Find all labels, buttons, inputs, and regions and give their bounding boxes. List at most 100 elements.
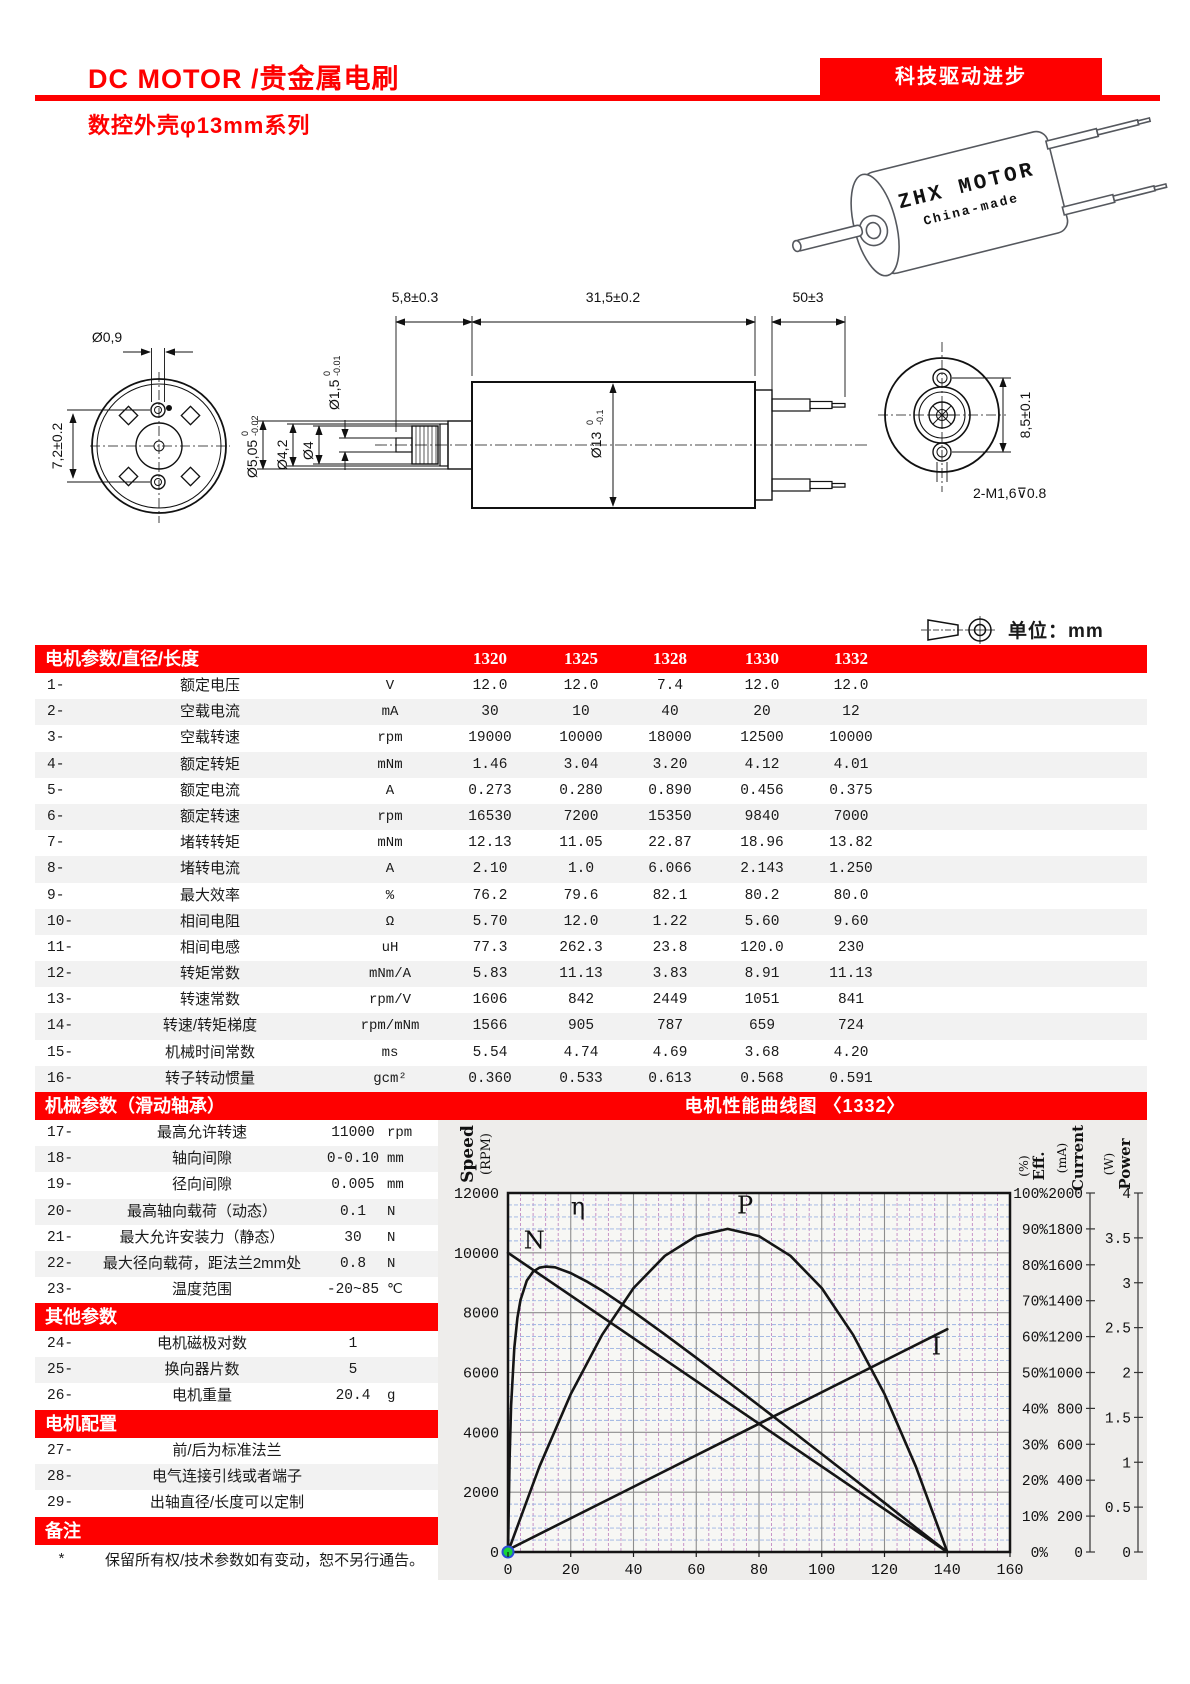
front-view: Ø0,9 7,2±0.2	[49, 329, 230, 523]
param-value-1320: 0.273	[468, 782, 512, 799]
table-row: 6- 额定转速 rpm 16530 7200 15350 9840 7000	[35, 803, 1147, 831]
eff-axis-label: Eff.	[1030, 1152, 1048, 1181]
row-index: 16-	[47, 1070, 74, 1087]
current-tick: 600	[1057, 1438, 1083, 1454]
table-row: 16- 转子转动惯量 gcm² 0.360 0.533 0.613 0.568 0.591	[35, 1065, 1147, 1092]
dim-d1: Ø5,05	[244, 440, 260, 478]
row-index: 27-	[47, 1443, 74, 1459]
param-value-1332: 0.591	[829, 1070, 873, 1087]
front-screw-hole-top	[150, 402, 166, 418]
footnote-text: 保留所有权/技术参数如有变动，恕不另行通告。	[105, 1552, 425, 1569]
row-index: 9-	[47, 887, 65, 904]
param-value-1320: 1.46	[472, 756, 508, 773]
row-index: 23-	[47, 1282, 74, 1299]
speed-tick: 6000	[463, 1366, 499, 1383]
param-value-1328: 18000	[648, 730, 692, 747]
dim-d4: Ø1,5	[326, 379, 342, 410]
param-name: 转速/转矩梯度	[162, 1017, 258, 1035]
row-index: 1-	[47, 678, 65, 694]
param-name: 轴向间隙	[171, 1150, 232, 1168]
param-unit: A	[385, 782, 395, 799]
power-tick: 1.5	[1105, 1411, 1131, 1427]
power-axis-label: Power	[1116, 1137, 1134, 1189]
dim-d1-tol-top: 0	[240, 431, 250, 436]
param-unit: gcm²	[373, 1070, 407, 1087]
param-value-1320: 5.70	[472, 913, 508, 930]
motor-body-outline	[471, 381, 756, 509]
table-row: 15- 机械时间常数 ms 5.54 4.74 4.69 3.68 4.20	[35, 1040, 1147, 1066]
x-tick: 0	[503, 1562, 512, 1579]
param-name: 堵转电流	[179, 860, 240, 878]
param-value: 0-0.10	[326, 1151, 380, 1168]
main-table-title: 电机参数/直径/长度	[45, 649, 200, 669]
config-text: 出轴直径/长度可以定制	[149, 1494, 305, 1512]
param-value-1332: 80.0	[833, 887, 869, 904]
list-item: 20- 最高轴向载荷（动态） 0.1 N	[35, 1198, 438, 1225]
notes-section-header: 备注	[35, 1517, 438, 1545]
curve-label-P: P	[737, 1192, 753, 1220]
dim-front-hole: Ø0,9	[92, 329, 123, 345]
model-1328: 1328	[653, 649, 687, 668]
x-tick: 100	[808, 1562, 835, 1579]
current-axis-unit: (mA)	[1054, 1143, 1069, 1174]
param-value-1330: 1051	[744, 992, 780, 1009]
param-value-1328: 23.8	[652, 939, 688, 956]
x-tick: 80	[750, 1562, 768, 1579]
param-name: 最高允许转速	[156, 1124, 247, 1141]
table-row: 5- 额定电流 A 0.273 0.280 0.890 0.456 0.375	[35, 778, 1147, 804]
param-name: 空载转速	[179, 729, 240, 747]
param-value-1332: 12	[842, 704, 860, 721]
param-value-1320: 19000	[468, 730, 512, 747]
param-value-1328: 15350	[648, 808, 692, 825]
dim-lead-length: 50±3	[792, 289, 823, 305]
param-value-1328: 7.4	[656, 678, 684, 694]
param-value-1332: 11.13	[829, 966, 873, 983]
front-screw-hole-bottom	[150, 474, 166, 490]
power-tick: 4	[1122, 1187, 1131, 1203]
chart-svg: Speed (RPM) (%) Eff. (mA) Current (W) Po…	[454, 1125, 1143, 1579]
current-axis-label: Current	[1069, 1125, 1087, 1191]
param-name: 最大允许安装力（静态）	[119, 1228, 285, 1246]
eff-tick: 80%	[1022, 1259, 1048, 1275]
list-item: 27- 前/后为标准法兰	[35, 1438, 438, 1464]
param-name: 相间电阻	[179, 912, 240, 930]
param-name: 最大径向载荷，距法兰2mm处	[102, 1254, 302, 1272]
config-text: 电气连接引线或者端子	[151, 1468, 302, 1486]
motor-sketch: ZHX MOTOR China-made	[791, 116, 1168, 277]
mech-section-title: 机械参数（滑动轴承）	[45, 1096, 225, 1116]
dim-body-dia-tol-top: 0	[585, 420, 595, 425]
param-unit: ms	[381, 1044, 399, 1061]
row-index: 22-	[47, 1255, 74, 1272]
x-tick: 20	[562, 1562, 580, 1579]
param-unit: mNm	[377, 835, 403, 852]
param-value-1325: 11.13	[559, 966, 603, 983]
config-section-header: 电机配置	[35, 1410, 438, 1438]
row-index: 11-	[47, 939, 74, 956]
param-value-1325: 7200	[563, 808, 599, 825]
param-value-1320: 12.0	[472, 678, 508, 694]
list-item: 19- 径向间隙 0.005 mm	[35, 1172, 438, 1198]
dim-shaft-length: 5,8±0.3	[392, 289, 439, 305]
param-unit: rpm	[387, 1125, 413, 1141]
curve-N	[506, 1251, 949, 1554]
speed-tick: 2000	[463, 1485, 499, 1502]
curve-label-η: η	[571, 1193, 585, 1221]
row-index: 26-	[47, 1388, 74, 1405]
dim-d4-tol-bot: -0.01	[332, 355, 342, 376]
param-name: 温度范围	[171, 1281, 232, 1299]
performance-chart: Speed (RPM) (%) Eff. (mA) Current (W) Po…	[438, 1120, 1147, 1580]
row-index: 20-	[47, 1203, 74, 1220]
param-unit: uH	[381, 939, 399, 956]
model-1320: 1320	[473, 649, 507, 668]
param-name: 额定电压	[179, 677, 240, 694]
param-name: 机械时间常数	[164, 1043, 255, 1061]
footnote-mark: *	[57, 1552, 67, 1569]
power-tick: 0	[1122, 1546, 1131, 1562]
x-tick: 140	[934, 1562, 961, 1579]
param-value-1332: 13.82	[829, 835, 873, 852]
param-unit: %	[385, 887, 395, 904]
param-value: 0.005	[331, 1177, 375, 1194]
table-row: 7- 堵转转矩 mNm 12.13 11.05 22.87 18.96 13.82	[35, 830, 1147, 856]
curve-P	[506, 1227, 949, 1554]
list-item: 25- 换向器片数 5	[35, 1357, 438, 1384]
